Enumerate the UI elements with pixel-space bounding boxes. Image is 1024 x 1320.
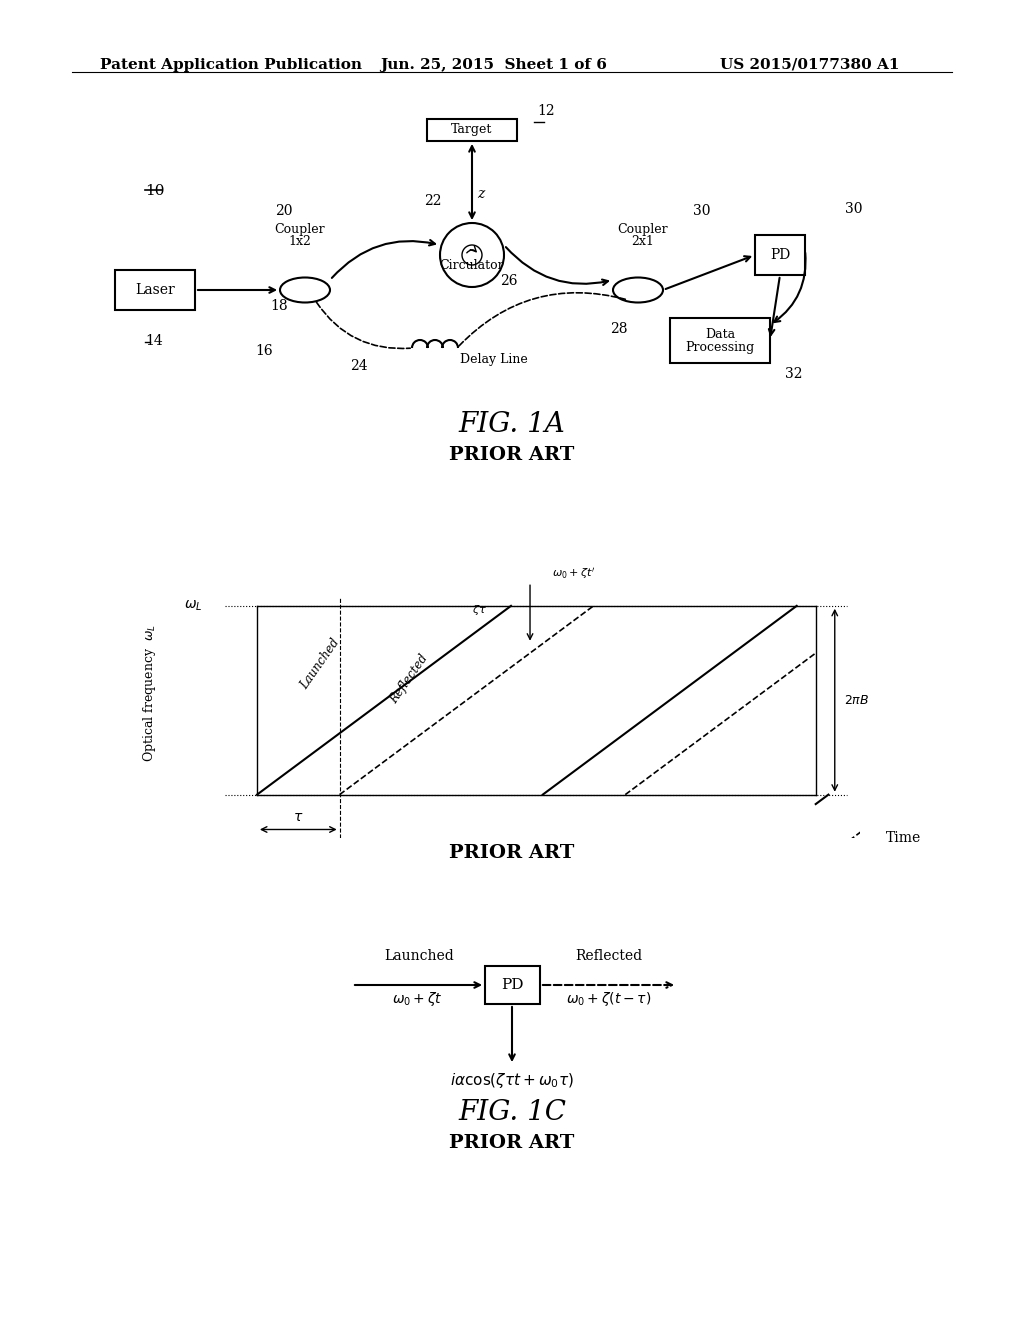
Text: 26: 26 — [500, 275, 517, 288]
Text: 14: 14 — [145, 334, 163, 348]
Text: 1x2: 1x2 — [289, 235, 311, 248]
Text: Data: Data — [705, 329, 735, 342]
Text: Coupler: Coupler — [617, 223, 669, 236]
Text: $\omega_0+\zeta t$: $\omega_0+\zeta t$ — [391, 990, 442, 1008]
Text: 24: 24 — [350, 359, 368, 374]
FancyBboxPatch shape — [115, 271, 195, 310]
Text: z: z — [477, 187, 484, 201]
FancyBboxPatch shape — [484, 966, 540, 1005]
Text: $\tau$: $\tau$ — [293, 809, 303, 824]
Text: PRIOR ART: PRIOR ART — [450, 1134, 574, 1152]
Text: PD: PD — [770, 248, 791, 261]
Circle shape — [440, 223, 504, 286]
Text: Optical frequency  $\omega_L$: Optical frequency $\omega_L$ — [140, 624, 158, 762]
Text: $\zeta\tau$: $\zeta\tau$ — [472, 603, 486, 616]
Text: PD: PD — [501, 978, 523, 993]
Ellipse shape — [280, 277, 330, 302]
Text: 20: 20 — [275, 205, 293, 218]
Text: PRIOR ART: PRIOR ART — [450, 843, 574, 862]
Text: Time: Time — [886, 832, 921, 845]
Text: $\omega_L$: $\omega_L$ — [184, 599, 203, 612]
Text: Patent Application Publication: Patent Application Publication — [100, 58, 362, 73]
Text: 32: 32 — [785, 367, 803, 381]
Text: 30: 30 — [845, 202, 862, 216]
Text: Launched: Launched — [298, 636, 343, 692]
Text: Reflected: Reflected — [388, 652, 431, 705]
Text: Target: Target — [452, 124, 493, 136]
Text: FIG. 1C: FIG. 1C — [458, 1100, 566, 1126]
Text: Circulator: Circulator — [439, 259, 504, 272]
Text: 30: 30 — [693, 205, 711, 218]
Text: $\omega_0+\zeta(t-\tau)$: $\omega_0+\zeta(t-\tau)$ — [566, 990, 651, 1008]
Text: $2\pi B$: $2\pi B$ — [844, 694, 869, 706]
Circle shape — [462, 246, 482, 265]
FancyBboxPatch shape — [427, 119, 517, 141]
Text: 18: 18 — [270, 300, 288, 313]
Text: 12: 12 — [537, 104, 555, 117]
Ellipse shape — [613, 277, 663, 302]
FancyBboxPatch shape — [670, 318, 770, 363]
Text: Delay Line: Delay Line — [460, 352, 527, 366]
Text: Processing: Processing — [685, 342, 755, 355]
Text: PRIOR ART: PRIOR ART — [450, 446, 574, 465]
Text: Reflected: Reflected — [575, 949, 643, 964]
Text: Jun. 25, 2015  Sheet 1 of 6: Jun. 25, 2015 Sheet 1 of 6 — [380, 58, 607, 73]
Text: Coupler: Coupler — [274, 223, 326, 236]
Text: 16: 16 — [255, 345, 272, 358]
Text: FIG. 1B: FIG. 1B — [459, 809, 565, 836]
Text: Launched: Launched — [384, 949, 454, 964]
Text: 10: 10 — [145, 183, 165, 198]
Text: 2x1: 2x1 — [632, 235, 654, 248]
Text: 28: 28 — [610, 322, 628, 337]
Text: 22: 22 — [424, 194, 441, 209]
Text: FIG. 1A: FIG. 1A — [459, 411, 565, 438]
Text: $\omega_0+\zeta t'$: $\omega_0+\zeta t'$ — [552, 566, 596, 581]
Text: $i\alpha\cos(\zeta\tau t+\omega_0\tau)$: $i\alpha\cos(\zeta\tau t+\omega_0\tau)$ — [451, 1071, 573, 1090]
Text: US 2015/0177380 A1: US 2015/0177380 A1 — [720, 58, 899, 73]
FancyBboxPatch shape — [755, 235, 805, 275]
Text: Laser: Laser — [135, 282, 175, 297]
